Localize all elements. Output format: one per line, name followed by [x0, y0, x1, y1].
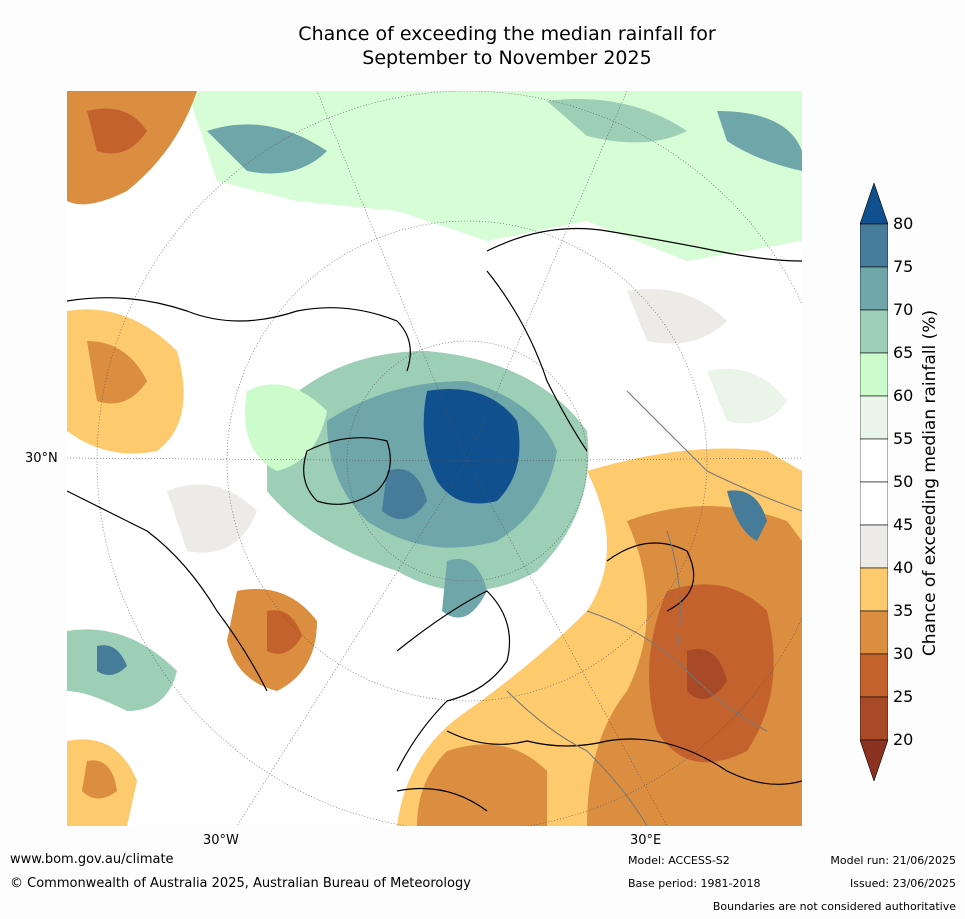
coastlines — [67, 227, 802, 812]
colorbar-band — [860, 438, 888, 483]
colorbar-tick-label: 55 — [893, 429, 914, 448]
colorbar-band — [860, 223, 888, 268]
colorbar-band — [860, 266, 888, 311]
colorbar-label: Chance of exceeding median rainfall (%) — [920, 309, 940, 657]
colorbar-tick-label: 20 — [893, 730, 914, 749]
colorbar-band — [860, 352, 888, 397]
colorbar-tick-label: 50 — [893, 472, 914, 491]
title-line-2: September to November 2025 — [362, 47, 652, 69]
colorbar-band — [860, 567, 888, 612]
lon-label-30w: 30°W — [203, 833, 239, 848]
colorbar — [860, 183, 888, 781]
colorbar-tick-label: 35 — [893, 601, 914, 620]
lat-label-30n: 30°N — [25, 451, 58, 466]
footer-issued: Issued: 23/06/2025 — [849, 877, 956, 890]
footer-disclaimer: Boundaries are not considered authoritat… — [712, 900, 956, 913]
map-svg — [67, 91, 802, 826]
colorbar-tick-label: 40 — [893, 558, 914, 577]
footer-copyright: © Commonwealth of Australia 2025, Austra… — [10, 876, 471, 891]
colorbar-tick-label: 65 — [893, 343, 914, 362]
colorbar-band — [860, 610, 888, 655]
rainfall-probability-map — [67, 91, 802, 826]
colorbar-band — [860, 696, 888, 741]
colorbar-tick-label: 75 — [893, 257, 914, 276]
graticule — [67, 91, 802, 826]
colorbar-tick-label: 80 — [893, 214, 914, 233]
footer-model-run: Model run: 21/06/2025 — [830, 854, 956, 867]
colorbar-band — [860, 309, 888, 354]
borders — [506, 390, 802, 826]
title-line-1: Chance of exceeding the median rainfall … — [298, 23, 716, 45]
footer-model: Model: ACCESS-S2 — [628, 854, 730, 867]
colorbar-extend-top — [860, 183, 888, 225]
colorbar-tick-label: 45 — [893, 515, 914, 534]
colorbar-tick-label: 70 — [893, 300, 914, 319]
shading-layer — [67, 91, 802, 826]
colorbar-tick-label: 25 — [893, 687, 914, 706]
colorbar-band — [860, 481, 888, 526]
map-title: Chance of exceeding the median rainfall … — [0, 22, 965, 70]
colorbar-tick-label: 30 — [893, 644, 914, 663]
colorbar-tick-label: 60 — [893, 386, 914, 405]
colorbar-band — [860, 653, 888, 698]
lon-label-30e: 30°E — [630, 833, 662, 848]
colorbar-band — [860, 395, 888, 440]
footer-url: www.bom.gov.au/climate — [10, 852, 174, 867]
footer-base-period: Base period: 1981-2018 — [628, 877, 761, 890]
colorbar-band — [860, 524, 888, 569]
colorbar-extend-bottom — [860, 739, 888, 781]
